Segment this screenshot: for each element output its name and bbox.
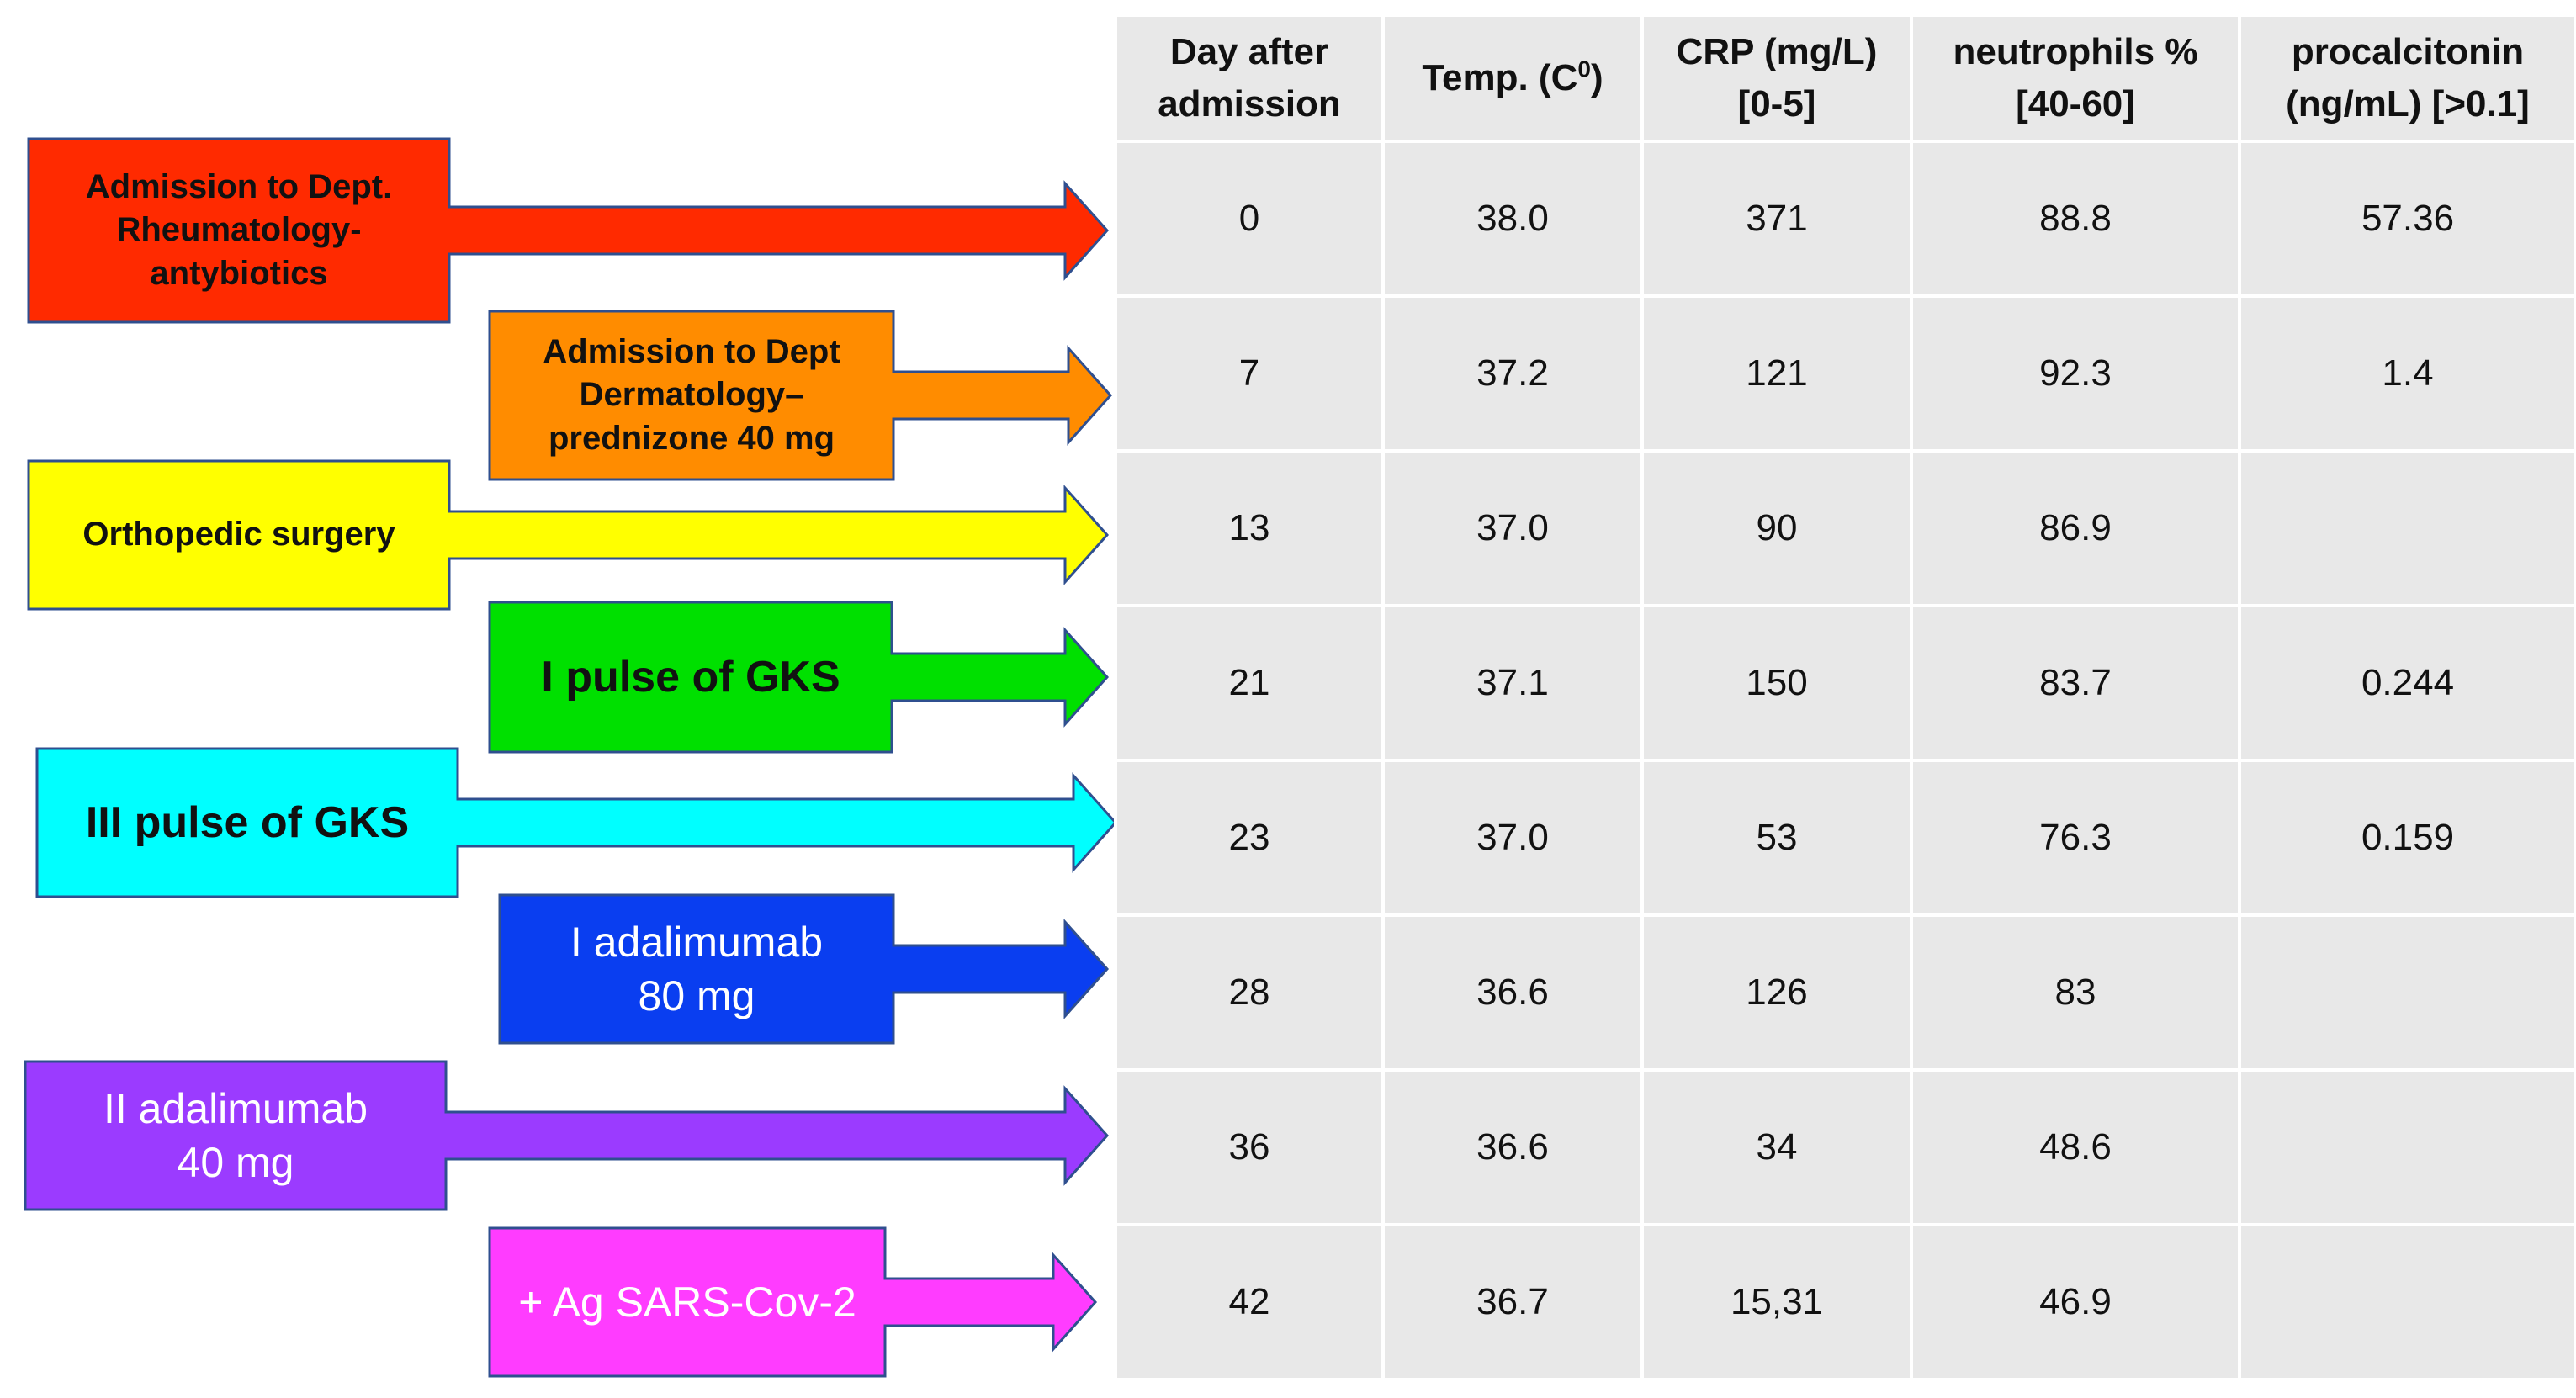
event-arrow-5	[498, 893, 1110, 1045]
cell-temp: 37.1	[1381, 604, 1644, 762]
cell-crp: 126	[1640, 913, 1913, 1072]
cell-crp: 121	[1640, 294, 1913, 453]
table-row: 28 36.6 126 83	[1114, 913, 2576, 1072]
cell-crp: 15,31	[1640, 1223, 1913, 1381]
cell-neutrophils: 48.6	[1910, 1068, 2241, 1226]
cell-day: 0	[1114, 140, 1385, 298]
cell-procalcitonin	[2238, 449, 2576, 607]
cell-procalcitonin	[2238, 1223, 2576, 1381]
cell-neutrophils: 46.9	[1910, 1223, 2241, 1381]
event-label-line: Rheumatology-	[116, 211, 362, 249]
event-arrow-7	[488, 1226, 1098, 1378]
header-day: Day after admission	[1114, 13, 1385, 143]
event-label-6: II adalimumab 40 mg	[25, 1062, 446, 1210]
header-procalcitonin: procalcitonin (ng/mL) [>0.1]	[2238, 13, 2576, 143]
cell-day: 7	[1114, 294, 1385, 453]
cell-neutrophils: 88.8	[1910, 140, 2241, 298]
event-label-1: Admission to Dept Dermatology– prednizone …	[490, 311, 893, 479]
table-row: 0 38.0 371 88.8 57.36	[1114, 140, 2576, 298]
event-label-5: I adalimumab 80 mg	[500, 895, 893, 1043]
cell-crp: 53	[1640, 759, 1913, 917]
event-label-3: I pulse of GKS	[490, 602, 892, 752]
event-arrow-1	[488, 310, 1113, 481]
table-row: 23 37.0 53 76.3 0.159	[1114, 759, 2576, 917]
cell-procalcitonin: 1.4	[2238, 294, 2576, 453]
cell-neutrophils: 83.7	[1910, 604, 2241, 762]
cell-crp: 90	[1640, 449, 1913, 607]
cell-procalcitonin	[2238, 913, 2576, 1072]
cell-crp: 34	[1640, 1068, 1913, 1226]
table-header-row: Day after admission Temp. (C0) CRP (mg/L…	[1114, 13, 2576, 143]
lab-results-table: Day after admission Temp. (C0) CRP (mg/L…	[1114, 13, 2576, 1381]
event-label-line: Orthopedic surgery	[82, 516, 395, 553]
event-label-line: 40 mg	[177, 1139, 294, 1186]
event-label-line: Admission to Dept	[543, 333, 840, 371]
cell-day: 28	[1114, 913, 1385, 1072]
cell-crp: 371	[1640, 140, 1913, 298]
cell-temp: 36.6	[1381, 913, 1644, 1072]
cell-temp: 37.2	[1381, 294, 1644, 453]
event-label-line: II adalimumab	[103, 1085, 368, 1132]
event-label-line: Dermatology–	[579, 376, 804, 414]
table-row: 13 37.0 90 86.9	[1114, 449, 2576, 607]
event-label-line: I adalimumab	[570, 919, 824, 966]
cell-procalcitonin: 0.244	[2238, 604, 2576, 762]
cell-day: 21	[1114, 604, 1385, 762]
cell-day: 23	[1114, 759, 1385, 917]
event-label-line: + Ag SARS-Cov-2	[518, 1279, 856, 1326]
header-neutrophils: neutrophils % [40-60]	[1910, 13, 2241, 143]
cell-temp: 37.0	[1381, 449, 1644, 607]
header-crp: CRP (mg/L) [0-5]	[1640, 13, 1913, 143]
cell-day: 13	[1114, 449, 1385, 607]
cell-neutrophils: 92.3	[1910, 294, 2241, 453]
event-arrow-6	[24, 1060, 1110, 1211]
event-label-line: III pulse of GKS	[85, 797, 410, 847]
table-row: 21 37.1 150 83.7 0.244	[1114, 604, 2576, 762]
cell-temp: 36.6	[1381, 1068, 1644, 1226]
event-label-0: Admission to Dept. Rheumatology-antybioti…	[29, 139, 449, 322]
cell-temp: 37.0	[1381, 759, 1644, 917]
event-label-7: + Ag SARS-Cov-2	[490, 1228, 885, 1376]
event-label-2: Orthopedic surgery	[29, 461, 449, 609]
cell-day: 42	[1114, 1223, 1385, 1381]
table-row: 42 36.7 15,31 46.9	[1114, 1223, 2576, 1381]
cell-neutrophils: 83	[1910, 913, 2241, 1072]
header-temp: Temp. (C0)	[1381, 13, 1644, 143]
cell-day: 36	[1114, 1068, 1385, 1226]
cell-temp: 38.0	[1381, 140, 1644, 298]
event-label-line: I pulse of GKS	[541, 652, 840, 702]
event-label-line: prednizone 40 mg	[548, 419, 835, 457]
event-arrow-0	[27, 137, 1110, 324]
table-row: 36 36.6 34 48.6	[1114, 1068, 2576, 1226]
cell-temp: 36.7	[1381, 1223, 1644, 1381]
table-row: 7 37.2 121 92.3 1.4	[1114, 294, 2576, 453]
cell-crp: 150	[1640, 604, 1913, 762]
cell-neutrophils: 86.9	[1910, 449, 2241, 607]
event-label-line: 80 mg	[638, 972, 755, 1019]
cell-procalcitonin: 0.159	[2238, 759, 2576, 917]
event-label-4: III pulse of GKS	[37, 749, 458, 897]
cell-procalcitonin: 57.36	[2238, 140, 2576, 298]
event-label-line: Admission to Dept.	[85, 168, 393, 206]
event-arrow-4	[35, 747, 1118, 898]
event-arrow-2	[27, 459, 1110, 611]
event-arrow-3	[488, 601, 1110, 754]
event-label-line: antybiotics	[150, 254, 328, 292]
cell-neutrophils: 76.3	[1910, 759, 2241, 917]
cell-procalcitonin	[2238, 1068, 2576, 1226]
